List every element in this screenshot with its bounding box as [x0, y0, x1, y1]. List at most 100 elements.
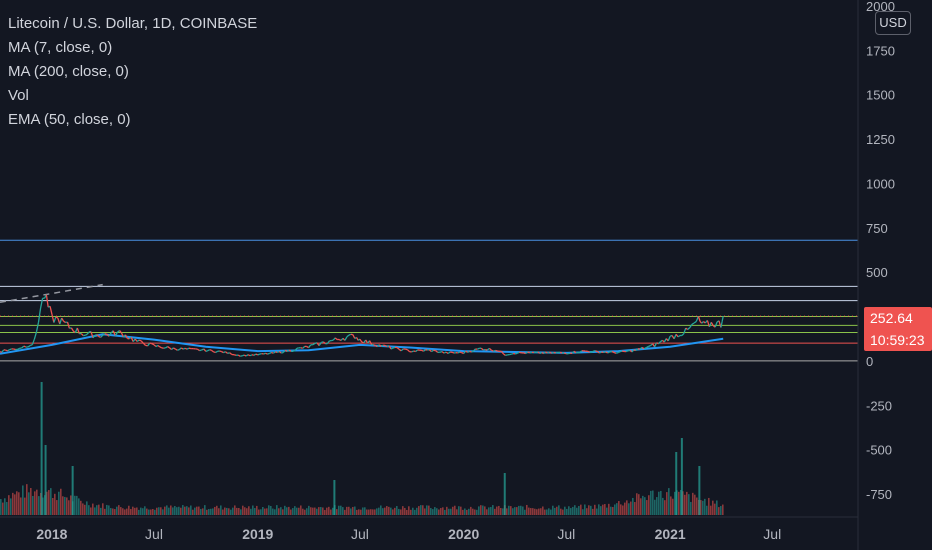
volume-bar — [196, 506, 198, 515]
volume-bar — [68, 500, 70, 515]
volume-bar — [184, 506, 186, 515]
price-segment — [635, 348, 639, 352]
volume-bar — [482, 505, 484, 515]
volume-bar — [286, 507, 288, 515]
price-segment — [59, 317, 63, 325]
volume-bar — [232, 507, 234, 515]
price-segment — [361, 341, 365, 344]
price-segment — [421, 349, 424, 352]
price-segment — [326, 340, 330, 344]
price-segment — [519, 351, 522, 354]
price-segment — [545, 351, 548, 354]
volume-bar — [552, 505, 554, 515]
price-segment — [177, 348, 180, 351]
volume-bar — [468, 508, 470, 515]
volume-bar — [544, 509, 546, 515]
time-tick-label: 2021 — [655, 526, 686, 542]
price-segment — [405, 348, 408, 351]
volume-bar — [512, 508, 514, 515]
price-segment — [209, 349, 212, 352]
price-segment — [677, 334, 681, 338]
volume-bar — [206, 509, 208, 515]
volume-bar — [494, 508, 496, 515]
volume-bar — [94, 507, 96, 515]
volume-bar — [464, 508, 466, 515]
volume-bar — [158, 507, 160, 515]
volume-bar — [234, 505, 236, 515]
volume-bar — [408, 506, 410, 515]
volume-bar — [668, 488, 670, 515]
volume-bar — [398, 508, 400, 515]
price-segment — [23, 345, 27, 348]
price-segment — [9, 348, 12, 351]
legend-ema50[interactable]: EMA (50, close, 0) — [8, 111, 131, 128]
price-segment — [112, 330, 116, 337]
price-segment — [104, 333, 108, 336]
volume-bar — [320, 507, 322, 515]
price-segment — [114, 331, 119, 337]
price-segment — [29, 344, 33, 347]
volume-bar — [134, 507, 136, 515]
price-segment — [480, 347, 484, 351]
volume-bar — [410, 509, 412, 515]
volume-bar — [612, 507, 614, 515]
price-segment — [398, 348, 402, 352]
volume-bar — [426, 505, 428, 515]
volume-spike — [675, 452, 678, 515]
volume-bar — [276, 505, 278, 515]
volume-bar — [554, 507, 556, 515]
legend-symbol[interactable]: Litecoin / U.S. Dollar, 1D, COINBASE — [8, 15, 258, 32]
volume-bar — [70, 495, 72, 515]
volume-bar — [670, 496, 672, 515]
price-segment — [706, 320, 711, 327]
price-segment — [573, 350, 577, 354]
volume-bar — [650, 490, 652, 515]
volume-spike — [503, 473, 506, 515]
legend-ma200[interactable]: MA (200, close, 0) — [8, 63, 129, 80]
volume-bar — [106, 504, 108, 515]
volume-bar — [712, 500, 714, 515]
volume-bar — [172, 507, 174, 515]
volume-bar — [308, 505, 310, 515]
price-segment — [245, 354, 249, 357]
price-segment — [607, 351, 611, 354]
volume-bar — [616, 503, 618, 515]
legend-vol[interactable]: Vol — [8, 87, 29, 104]
volume-bar — [200, 508, 202, 515]
price-segment — [467, 350, 470, 353]
price-segment — [720, 321, 723, 328]
price-segment — [275, 351, 278, 354]
price-segment — [386, 345, 390, 348]
price-segment — [211, 349, 215, 353]
price-tick-label: -750 — [866, 487, 892, 502]
volume-bar — [282, 509, 284, 515]
volume-bar — [356, 509, 358, 515]
price-segment — [169, 347, 172, 350]
volume-bar — [532, 508, 534, 515]
volume-bar — [714, 503, 716, 515]
volume-bar — [358, 509, 360, 515]
volume-bar — [266, 508, 268, 515]
price-segment — [378, 344, 382, 347]
volume-bar — [370, 509, 372, 515]
price-segment — [157, 344, 161, 348]
volume-bar — [114, 509, 116, 515]
volume-bar — [630, 501, 632, 515]
volume-bar — [694, 494, 696, 515]
price-segment — [681, 333, 685, 336]
volume-bar — [296, 507, 298, 515]
price-segment — [701, 321, 704, 324]
volume-bar — [620, 504, 622, 515]
price-segment — [227, 352, 230, 355]
volume-bar — [660, 490, 662, 515]
volume-bar — [526, 504, 528, 515]
volume-bar — [578, 506, 580, 515]
volume-bar — [586, 508, 588, 515]
currency-button[interactable]: USD — [875, 11, 911, 35]
price-segment — [142, 342, 146, 346]
price-segment — [423, 349, 426, 352]
volume-bar — [216, 505, 218, 515]
legend-ma7[interactable]: MA (7, close, 0) — [8, 39, 113, 56]
price-segment — [527, 351, 531, 354]
